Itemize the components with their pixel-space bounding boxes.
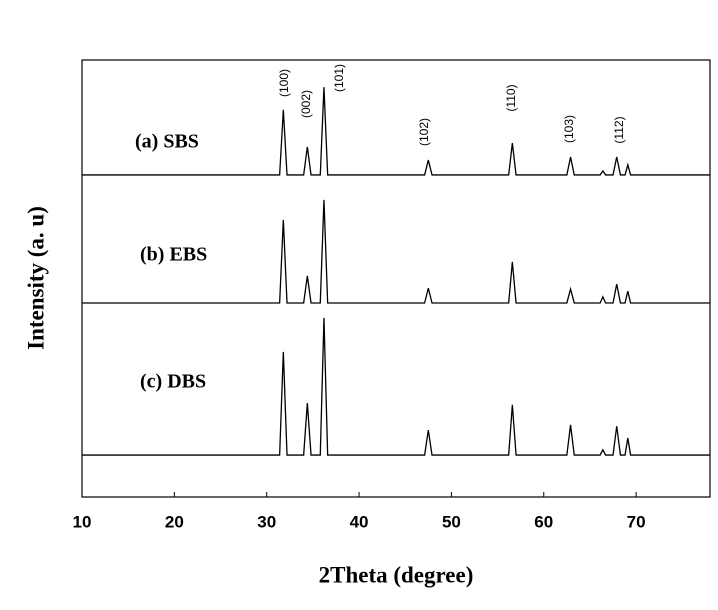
x-tick-label: 20 <box>165 512 184 531</box>
plot-frame <box>81 59 711 498</box>
peak-label: (110) <box>504 84 518 111</box>
series-line <box>82 199 710 304</box>
peak-label: (101) <box>332 64 346 92</box>
series-label: (c) DBS <box>140 371 206 393</box>
peak-label: (102) <box>417 118 431 146</box>
series-label: (b) EBS <box>140 244 207 266</box>
series-label: (a) SBS <box>135 131 199 153</box>
x-axis-title: 2Theta (degree) <box>319 562 474 587</box>
x-tick-label: 60 <box>534 512 553 531</box>
x-tick-label: 40 <box>350 512 369 531</box>
x-tick-label: 10 <box>73 512 92 531</box>
series-line <box>82 87 710 176</box>
peak-label: (100) <box>277 69 291 97</box>
series-line <box>82 317 710 456</box>
peak-label: (002) <box>299 90 313 118</box>
x-tick-label: 30 <box>257 512 276 531</box>
peak-label: (103) <box>562 115 576 143</box>
x-tick-label: 70 <box>627 512 646 531</box>
x-tick-label: 50 <box>442 512 461 531</box>
peak-label: (112) <box>612 116 626 143</box>
y-axis-title: Intensity (a. u) <box>23 206 48 350</box>
